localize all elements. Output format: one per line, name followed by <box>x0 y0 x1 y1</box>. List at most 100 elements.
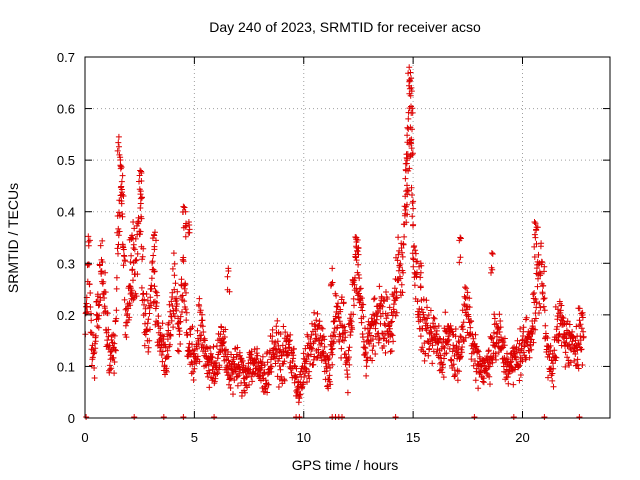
data-point <box>475 385 482 392</box>
data-point <box>187 331 194 338</box>
data-point <box>199 323 206 330</box>
data-point <box>468 356 475 363</box>
data-point <box>406 165 413 172</box>
data-point <box>560 315 567 322</box>
data-point <box>505 380 512 387</box>
data-point <box>239 357 246 364</box>
data-point <box>131 246 138 253</box>
data-point <box>207 350 214 357</box>
data-point <box>134 271 141 278</box>
data-point <box>449 348 456 355</box>
data-point <box>380 343 387 349</box>
data-point <box>196 295 203 302</box>
data-point <box>287 331 294 338</box>
spike-point <box>182 233 189 240</box>
data-point <box>121 296 128 303</box>
data-point <box>419 344 426 351</box>
data-point <box>346 361 353 368</box>
spike-point <box>406 76 413 83</box>
data-point <box>485 347 492 354</box>
data-point <box>189 361 196 368</box>
data-point <box>366 340 373 347</box>
plot-frame <box>84 56 611 419</box>
spike-point <box>409 213 416 220</box>
data-point <box>443 350 450 357</box>
data-point <box>496 311 503 318</box>
data-point <box>300 379 307 386</box>
data-point <box>183 309 190 316</box>
data-point <box>295 399 302 406</box>
data-point <box>102 289 109 296</box>
data-point <box>137 228 144 235</box>
data-point <box>391 285 398 292</box>
spike-point <box>403 160 410 167</box>
data-point <box>569 328 576 335</box>
data-markers <box>82 64 587 420</box>
data-point <box>199 317 206 324</box>
data-point <box>537 304 544 311</box>
data-point <box>470 362 477 369</box>
spike-point <box>408 140 415 147</box>
spike-point <box>417 269 424 276</box>
data-point <box>519 358 526 365</box>
data-point <box>151 268 158 275</box>
baseline-point <box>510 414 517 420</box>
data-point <box>279 342 286 349</box>
data-point <box>275 384 282 390</box>
data-point <box>221 347 228 354</box>
data-point <box>145 316 152 323</box>
data-point <box>347 329 354 335</box>
data-point <box>247 366 254 373</box>
data-point <box>326 355 333 362</box>
data-point <box>88 317 95 324</box>
data-point <box>248 348 255 355</box>
y-tick-label: 0.2 <box>57 308 75 323</box>
spike-point <box>130 235 136 242</box>
data-point <box>193 360 200 367</box>
data-point <box>452 371 459 378</box>
spike-point <box>186 222 193 228</box>
data-point <box>269 333 276 340</box>
data-point <box>274 338 281 345</box>
data-point <box>165 327 172 334</box>
data-point <box>190 377 197 383</box>
data-point <box>113 315 120 322</box>
data-point <box>171 286 178 293</box>
data-point <box>348 318 355 325</box>
data-point <box>579 362 586 368</box>
data-point <box>146 337 153 344</box>
data-point <box>370 296 377 303</box>
spike-point <box>355 245 362 252</box>
data-point <box>397 275 404 282</box>
data-point <box>227 375 234 381</box>
data-point <box>101 295 108 301</box>
data-point <box>539 259 546 266</box>
spike-point <box>127 259 134 265</box>
data-point <box>111 340 118 347</box>
data-point <box>95 302 102 309</box>
data-point <box>394 257 401 264</box>
baseline-point <box>180 414 187 420</box>
data-point <box>479 378 486 385</box>
data-point <box>114 245 121 252</box>
data-point <box>163 368 170 375</box>
data-point <box>401 233 408 240</box>
data-point <box>303 356 310 363</box>
data-point <box>557 307 564 314</box>
data-point <box>554 306 561 313</box>
spike-point <box>405 115 412 122</box>
data-point <box>550 365 557 372</box>
spike-point <box>457 234 464 241</box>
data-point <box>254 352 261 359</box>
data-point <box>133 257 140 264</box>
baseline-point <box>131 414 138 420</box>
data-point <box>383 315 390 322</box>
data-point <box>534 283 541 290</box>
data-point <box>417 333 424 340</box>
data-point <box>562 363 569 370</box>
data-point <box>222 326 229 333</box>
data-point <box>575 341 582 348</box>
data-point <box>562 349 569 356</box>
data-point <box>209 366 216 373</box>
data-point <box>462 284 468 291</box>
